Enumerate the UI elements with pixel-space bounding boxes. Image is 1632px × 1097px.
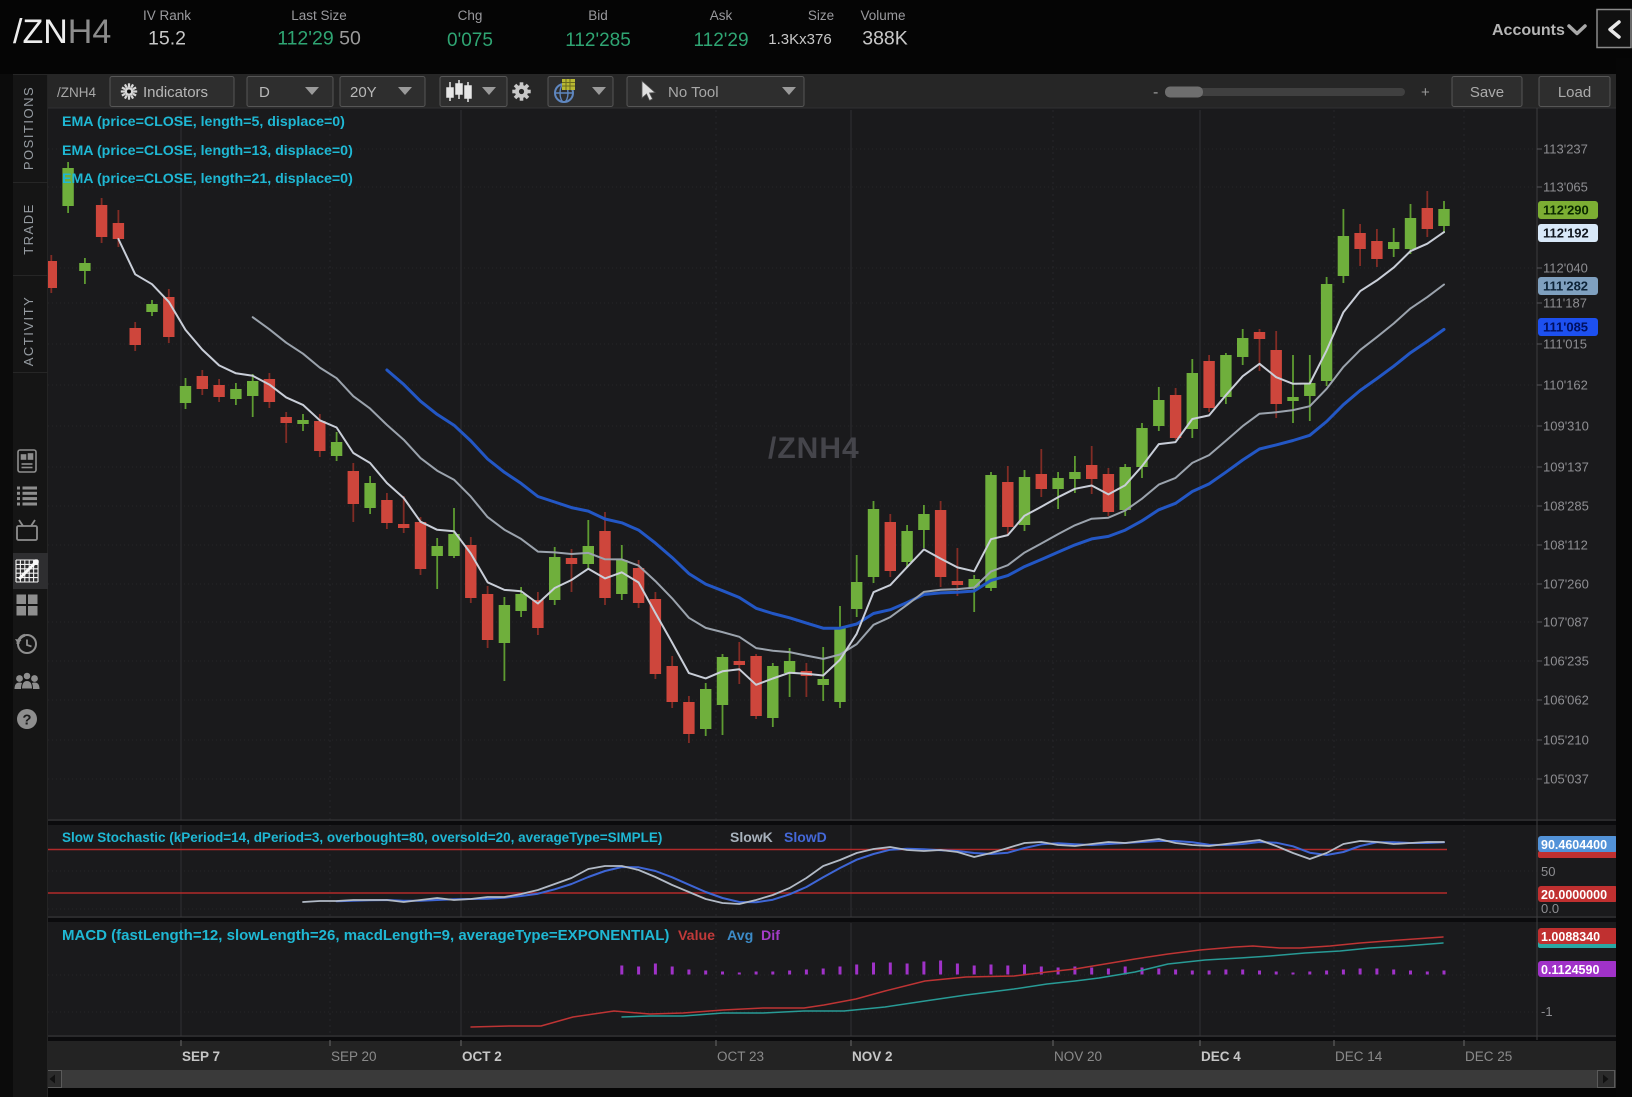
svg-text:50: 50	[1541, 864, 1555, 879]
svg-text:108'112: 108'112	[1543, 538, 1588, 553]
svg-text:108'285: 108'285	[1543, 499, 1589, 514]
svg-text:SEP 7: SEP 7	[182, 1049, 220, 1064]
svg-text:Dif: Dif	[761, 928, 780, 944]
svg-text:Last Size: Last Size	[291, 8, 347, 23]
svg-text:ACTIVITY: ACTIVITY	[21, 296, 36, 367]
svg-text:90.4604400: 90.4604400	[1541, 838, 1607, 852]
svg-text:Chg: Chg	[458, 8, 483, 23]
svg-text:20Y: 20Y	[350, 84, 377, 101]
svg-text:Size: Size	[808, 8, 834, 23]
svg-text:-1: -1	[1541, 1004, 1553, 1019]
svg-text:0.1124590: 0.1124590	[1541, 963, 1599, 977]
svg-text:112'29: 112'29	[693, 30, 748, 51]
svg-text:112'29 50: 112'29 50	[277, 28, 361, 50]
svg-text:111'015: 111'015	[1543, 337, 1587, 352]
svg-text:110'162: 110'162	[1543, 378, 1588, 393]
svg-text:112'192: 112'192	[1543, 226, 1589, 241]
svg-text:DEC 25: DEC 25	[1465, 1049, 1512, 1064]
svg-text:113'065: 113'065	[1543, 180, 1588, 195]
svg-text:Value: Value	[678, 928, 715, 944]
svg-text:111'282: 111'282	[1543, 279, 1588, 294]
svg-text:0.0: 0.0	[1541, 901, 1559, 916]
svg-text:106'062: 106'062	[1543, 693, 1589, 708]
svg-text:OCT 23: OCT 23	[717, 1049, 764, 1064]
svg-text:NOV 20: NOV 20	[1054, 1049, 1102, 1064]
svg-text:105'210: 105'210	[1543, 733, 1589, 748]
svg-text:SlowD: SlowD	[784, 829, 827, 845]
svg-text:111'085: 111'085	[1543, 320, 1588, 335]
svg-text:EMA (price=CLOSE, length=5, di: EMA (price=CLOSE, length=5, displace=0)	[62, 114, 345, 130]
svg-text:POSITIONS: POSITIONS	[21, 86, 36, 170]
svg-text:Slow Stochastic (kPeriod=14, d: Slow Stochastic (kPeriod=14, dPeriod=3, …	[62, 830, 662, 845]
svg-text:107'087: 107'087	[1543, 615, 1589, 630]
svg-text:0'075: 0'075	[447, 30, 493, 51]
svg-text:Ask: Ask	[710, 8, 733, 23]
svg-text:IV Rank: IV Rank	[143, 8, 191, 23]
svg-text:Indicators: Indicators	[143, 84, 208, 101]
svg-text:DEC 14: DEC 14	[1335, 1049, 1383, 1064]
svg-text:109'310: 109'310	[1543, 419, 1589, 434]
svg-text:106'235: 106'235	[1543, 654, 1589, 669]
svg-text:109'137: 109'137	[1543, 460, 1589, 475]
svg-text:TRADE: TRADE	[21, 203, 36, 255]
svg-text:Avg: Avg	[727, 928, 753, 944]
svg-text:111'187: 111'187	[1543, 296, 1587, 311]
svg-text:D: D	[259, 84, 270, 101]
svg-text:-: -	[1153, 84, 1158, 101]
svg-text:105'037: 105'037	[1543, 772, 1589, 787]
svg-text:+: +	[1421, 84, 1430, 101]
svg-text:DEC 4: DEC 4	[1201, 1049, 1241, 1064]
svg-text:Load: Load	[1558, 84, 1591, 101]
svg-text:Bid: Bid	[588, 8, 608, 23]
svg-text:EMA (price=CLOSE, length=13, d: EMA (price=CLOSE, length=13, displace=0)	[62, 143, 353, 159]
svg-text:1.3Kx376: 1.3Kx376	[768, 31, 831, 48]
svg-text:OCT 2: OCT 2	[462, 1049, 502, 1064]
svg-text:/ZNH4: /ZNH4	[13, 13, 111, 51]
svg-text:112'040: 112'040	[1543, 261, 1588, 276]
svg-text:?: ?	[22, 712, 31, 729]
svg-text:SEP 20: SEP 20	[331, 1049, 377, 1064]
svg-text:112'290: 112'290	[1543, 203, 1589, 218]
svg-text:113'237: 113'237	[1543, 142, 1588, 157]
svg-text:Volume: Volume	[860, 8, 905, 23]
svg-text:/ZNH4: /ZNH4	[768, 432, 860, 465]
svg-text:112'285: 112'285	[565, 30, 631, 51]
svg-text:MACD (fastLength=12, slowLengt: MACD (fastLength=12, slowLength=26, macd…	[62, 927, 669, 944]
svg-text:/ZNH4: /ZNH4	[57, 85, 96, 100]
svg-text:1.0088340: 1.0088340	[1541, 930, 1600, 944]
svg-text:15.2: 15.2	[148, 28, 186, 50]
svg-text:No Tool: No Tool	[668, 84, 719, 101]
svg-text:Save: Save	[1470, 84, 1504, 101]
svg-text:107'260: 107'260	[1543, 577, 1589, 592]
svg-text:NOV 2: NOV 2	[852, 1049, 893, 1064]
svg-text:Accounts: Accounts	[1492, 22, 1565, 39]
svg-text:EMA (price=CLOSE, length=21, d: EMA (price=CLOSE, length=21, displace=0)	[62, 171, 353, 187]
svg-text:388K: 388K	[862, 28, 908, 50]
svg-text:SlowK: SlowK	[730, 829, 773, 845]
svg-text:20.0000000: 20.0000000	[1541, 888, 1607, 902]
